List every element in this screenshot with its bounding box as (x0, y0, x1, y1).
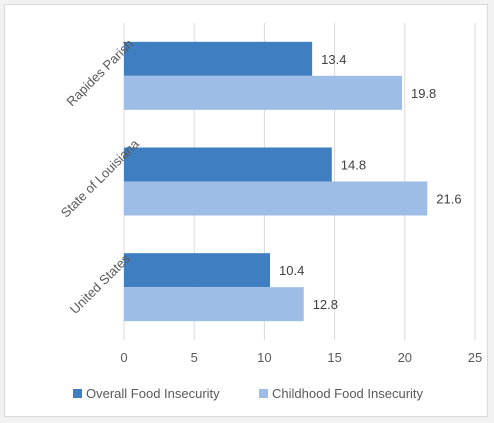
bar-childhood (124, 75, 402, 110)
data-label: 21.6 (436, 192, 461, 207)
bars (124, 41, 428, 322)
legend-swatch (73, 389, 82, 398)
legend: Overall Food Insecurity Childhood Food In… (73, 386, 424, 401)
bar-childhood (124, 181, 428, 216)
x-tick-label: 5 (191, 350, 198, 365)
bar-overall (124, 41, 313, 76)
bar-overall (124, 253, 271, 288)
data-label: 10.4 (279, 263, 304, 278)
bar-childhood (124, 287, 304, 322)
legend-swatch (259, 389, 268, 398)
category-label: United States (67, 251, 133, 317)
data-labels: 13.4 19.8 14.8 21.6 10.4 12.8 (279, 52, 462, 312)
data-label: 19.8 (411, 86, 436, 101)
data-label: 12.8 (313, 297, 338, 312)
chart-frame: 13.4 19.8 14.8 21.6 10.4 12.8 0 5 10 15 20 25 Rapi… (4, 4, 488, 417)
bar-overall (124, 147, 332, 182)
legend-label: Childhood Food Insecurity (272, 386, 424, 401)
data-label: 13.4 (321, 52, 346, 67)
legend-label: Overall Food Insecurity (86, 386, 220, 401)
x-tick-label: 25 (468, 350, 482, 365)
data-label: 14.8 (341, 158, 366, 173)
x-axis-ticks: 0 5 10 15 20 25 (120, 350, 482, 365)
x-tick-label: 10 (257, 350, 271, 365)
food-insecurity-bar-chart: 13.419.814.821.610.412.8 0 5 10 15 20 25 Rapi… (58, 23, 482, 401)
x-tick-label: 15 (327, 350, 341, 365)
x-tick-label: 0 (120, 350, 127, 365)
x-tick-label: 20 (398, 350, 412, 365)
